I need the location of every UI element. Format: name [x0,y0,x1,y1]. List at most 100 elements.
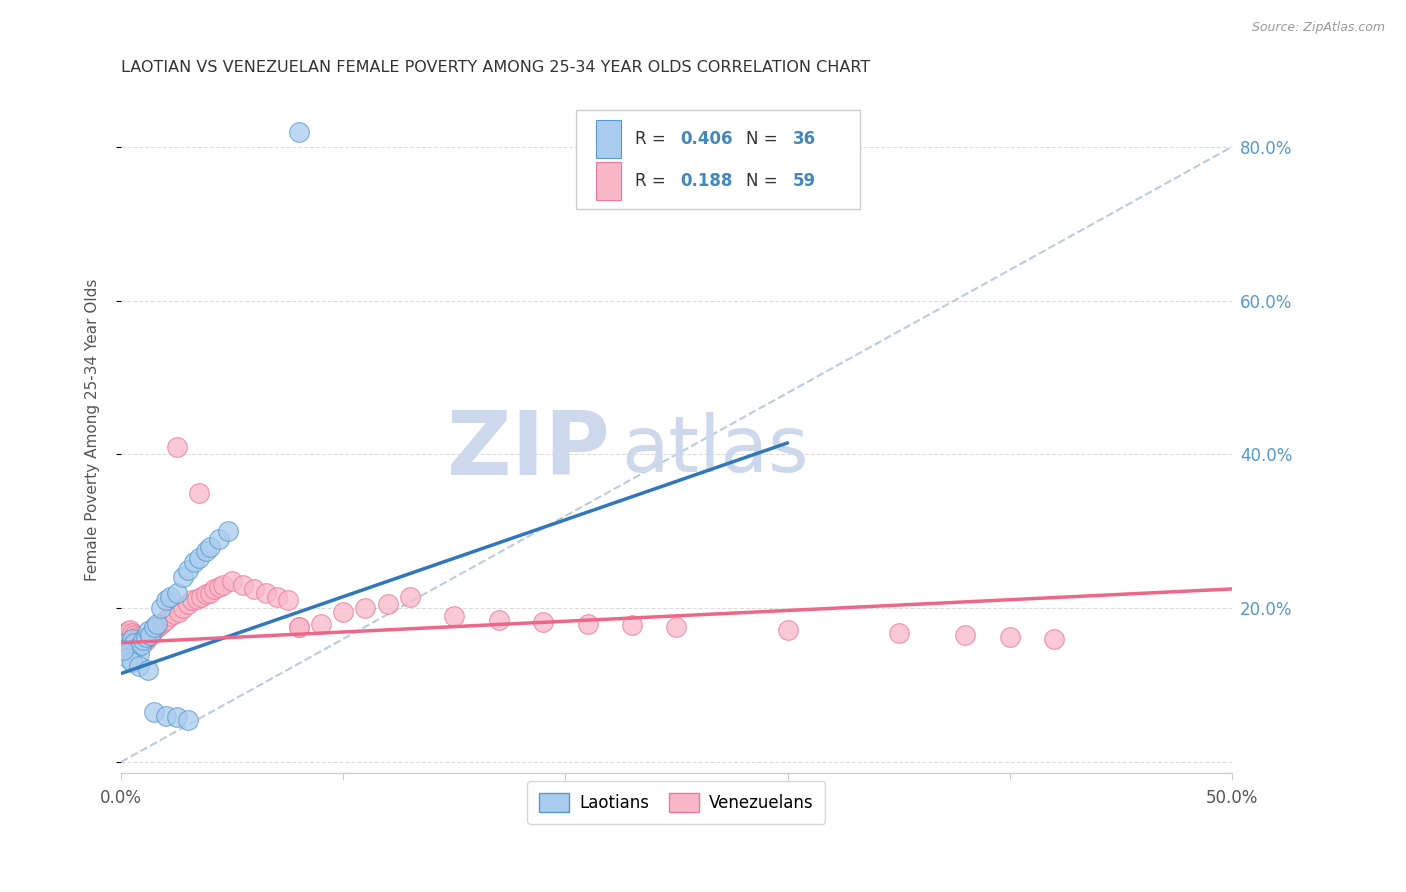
Point [266,590,288,604]
Point [112,643,135,657]
Point [399,590,422,604]
Point [186,591,208,606]
Point [136,624,159,639]
Point [124,636,146,650]
Point [121,632,143,646]
Point [128,658,150,673]
Point [309,616,332,631]
Point [181,593,204,607]
FancyBboxPatch shape [596,120,621,158]
Point [194,543,217,558]
Point [665,620,688,634]
Point [998,631,1021,645]
Point [152,615,174,629]
Text: LAOTIAN VS VENEZUELAN FEMALE POVERTY AMONG 25-34 YEAR OLDS CORRELATION CHART: LAOTIAN VS VENEZUELAN FEMALE POVERTY AMO… [121,60,870,75]
Point [159,590,181,604]
Point [135,633,157,648]
Point [177,563,200,577]
Point [145,620,167,634]
Point [166,440,188,454]
Point [217,524,239,539]
Point [139,628,162,642]
Point [121,655,143,669]
Point [118,623,141,637]
Point [177,597,200,611]
Point [953,628,976,642]
Point [166,710,188,724]
Point [141,625,163,640]
Point [354,601,377,615]
Point [155,593,177,607]
Point [124,628,146,642]
Point [172,570,194,584]
Point [243,582,266,596]
Point [163,607,186,622]
Point [132,633,155,648]
Text: 0.406: 0.406 [679,130,733,148]
Text: atlas: atlas [621,412,808,488]
Point [112,628,135,642]
Point [128,632,150,646]
Point [150,616,173,631]
Text: R =: R = [636,172,676,190]
Point [129,638,152,652]
Point [288,620,311,634]
Point [143,620,166,634]
Point [129,633,152,648]
Text: 36: 36 [793,130,815,148]
Point [145,616,167,631]
Point [190,590,212,604]
Point [443,608,465,623]
Point [288,125,311,139]
Point [488,613,510,627]
Point [208,580,231,594]
Text: N =: N = [747,130,783,148]
Point [776,623,799,637]
Point [128,648,150,662]
Y-axis label: Female Poverty Among 25-34 Year Olds: Female Poverty Among 25-34 Year Olds [86,278,100,581]
Text: N =: N = [747,172,783,190]
Point [332,605,354,619]
FancyBboxPatch shape [576,110,859,210]
Point [194,587,217,601]
Point [167,605,190,619]
Point [288,620,311,634]
Point [621,618,644,632]
Point [198,586,221,600]
Point [135,631,157,645]
Text: R =: R = [636,130,671,148]
Point [187,551,209,566]
Legend: Laotians, Venezuelans: Laotians, Venezuelans [527,781,825,823]
Point [143,623,166,637]
Point [183,555,205,569]
Point [177,713,200,727]
Point [277,593,299,607]
Point [132,636,155,650]
Point [143,705,166,719]
Text: 59: 59 [793,172,815,190]
Text: 0.188: 0.188 [679,172,733,190]
Point [118,643,141,657]
Point [377,597,399,611]
Text: ZIP: ZIP [447,407,610,493]
Point [1043,632,1066,646]
Point [198,540,221,554]
Point [114,625,136,640]
Point [117,640,139,654]
Point [254,586,277,600]
Point [117,651,139,665]
Point [232,578,254,592]
Point [155,708,177,723]
Point [117,624,139,639]
Point [136,663,159,677]
Point [204,582,226,596]
Point [187,486,209,500]
Point [531,615,554,629]
FancyBboxPatch shape [596,161,621,200]
Point [212,578,235,592]
Point [121,625,143,640]
Point [221,574,243,589]
Point [155,613,177,627]
Point [125,631,148,645]
Point [139,628,162,642]
